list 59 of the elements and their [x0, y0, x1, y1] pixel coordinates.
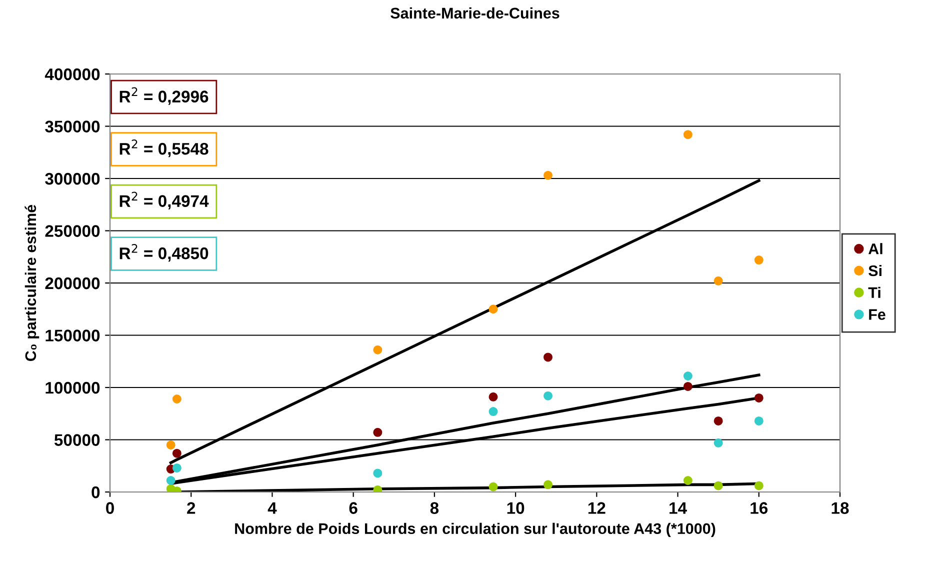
x-tick-label: 4	[268, 502, 277, 514]
point	[544, 480, 552, 490]
point	[754, 481, 764, 490]
point	[754, 416, 764, 426]
x-tick-label: 0	[106, 502, 114, 514]
y-tick-label: 150000	[46, 330, 100, 342]
x-tick-label: 2	[187, 502, 196, 514]
y-tick-label: 0	[92, 486, 100, 498]
legend-label: Si	[868, 264, 882, 276]
point	[714, 416, 723, 426]
annotation: R$^{2}$ = 0,5548	[120, 140, 208, 158]
point	[754, 393, 764, 402]
y-tick-label: 200000	[45, 277, 100, 290]
point	[714, 481, 723, 490]
chart-title: Sainte-Marie-de-Cuines	[390, 7, 560, 19]
point	[172, 448, 182, 458]
y-tick-label: 300000	[45, 172, 100, 185]
point	[488, 392, 498, 402]
x-tick-label: 14	[670, 502, 687, 514]
legend-label: Ti	[868, 286, 880, 298]
legend-label: Fe	[869, 309, 886, 320]
annotation: R$^{2}$ = 0,2996	[120, 87, 208, 105]
y-tick-label: 250000	[45, 225, 100, 237]
point	[544, 391, 552, 400]
point	[373, 345, 382, 354]
point	[683, 130, 692, 140]
point	[754, 256, 764, 265]
x-tick-label: 12	[588, 502, 606, 514]
point	[544, 352, 552, 362]
annotation: R$^{2}$ = 0,4850	[120, 244, 208, 262]
point	[172, 463, 182, 472]
x-tick-label: 16	[750, 502, 768, 514]
legend-label: Al	[868, 243, 882, 254]
point	[172, 394, 182, 404]
point	[714, 438, 723, 448]
point	[488, 482, 498, 492]
point	[683, 372, 692, 381]
point	[373, 468, 382, 478]
y-tick-label: 350000	[45, 120, 100, 132]
x-axis-title: Nombre de Poids Lourds en circulation sur l'autoroute A43 (*1000)	[235, 522, 716, 538]
point	[373, 485, 382, 492]
x-tick-label: 8	[430, 502, 439, 514]
point	[488, 407, 498, 416]
x-tick-label: 6	[349, 502, 358, 514]
y-tick-label: 400000	[44, 68, 100, 80]
point	[544, 170, 552, 180]
y-tick-label: 100000	[46, 382, 100, 394]
point	[373, 428, 382, 437]
point	[714, 276, 723, 286]
point	[488, 304, 498, 314]
point	[683, 476, 692, 486]
x-tick-label: 18	[832, 502, 849, 514]
x-tick-label: 10	[507, 502, 524, 514]
y-tick-label: 50000	[54, 434, 100, 446]
y-axis-title: C₀ particulaire estimé	[24, 204, 40, 361]
point	[166, 476, 176, 486]
point	[683, 382, 692, 391]
point	[166, 440, 176, 450]
annotation: R$^{2}$ = 0,4974	[120, 192, 209, 210]
